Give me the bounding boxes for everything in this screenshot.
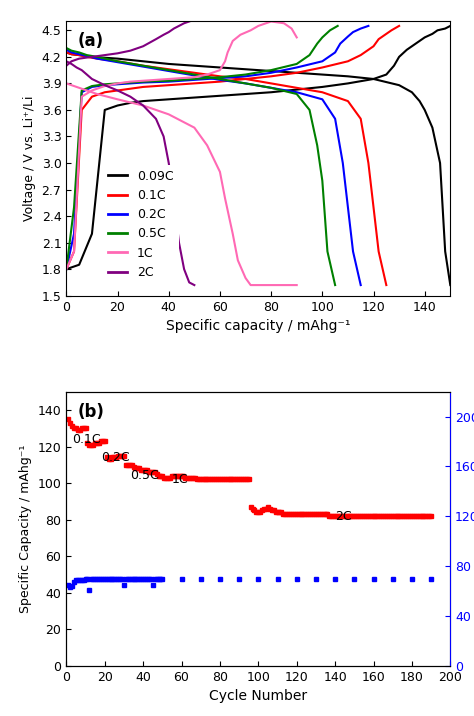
Text: 0.5C: 0.5C: [130, 470, 158, 483]
Text: 1C: 1C: [172, 473, 189, 486]
Text: (a): (a): [78, 32, 104, 50]
Y-axis label: Voltage / V vs. Li⁺/Li: Voltage / V vs. Li⁺/Li: [23, 96, 36, 221]
Y-axis label: Specific Capacity / mAhg⁻¹: Specific Capacity / mAhg⁻¹: [19, 445, 32, 613]
X-axis label: Cycle Number: Cycle Number: [209, 690, 308, 703]
Legend: 0.09C, 0.1C, 0.2C, 0.5C, 1C, 2C: 0.09C, 0.1C, 0.2C, 0.5C, 1C, 2C: [103, 165, 179, 284]
X-axis label: Specific capacity / mAhg⁻¹: Specific capacity / mAhg⁻¹: [166, 319, 351, 333]
Text: (b): (b): [78, 402, 105, 420]
Text: 0.2C: 0.2C: [101, 451, 129, 464]
Text: 2C: 2C: [335, 510, 352, 523]
Text: 0.1C: 0.1C: [72, 433, 101, 446]
